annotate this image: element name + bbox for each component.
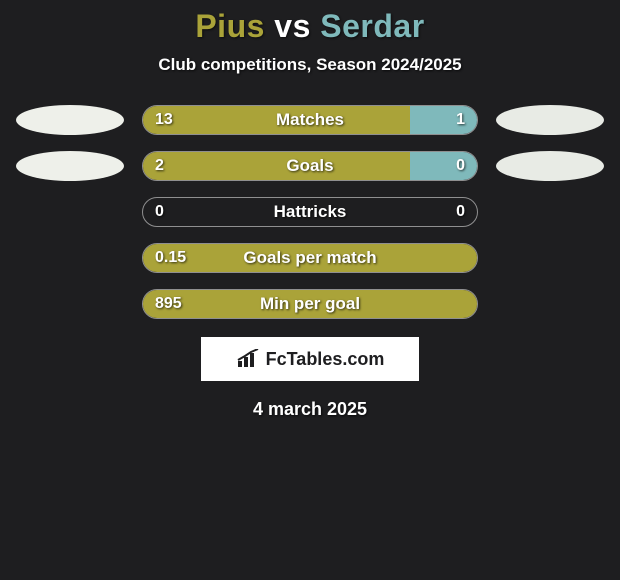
player1-name: Pius: [195, 8, 265, 44]
stat-row: Min per goal895: [0, 289, 620, 319]
player2-badge: [496, 105, 604, 135]
bar-fill-left: [143, 244, 477, 272]
player2-badge: [496, 151, 604, 181]
stats-list: Matches131 Goals20 Hattricks0 0 Goals per ma…: [0, 105, 620, 319]
bar-fill-left: [143, 106, 410, 134]
stat-bar: Matches131: [142, 105, 478, 135]
brand-box[interactable]: FcTables.com: [201, 337, 419, 381]
barchart-icon: [236, 349, 260, 369]
subtitle: Club competitions, Season 2024/2025: [0, 55, 620, 75]
date: 4 march 2025: [0, 399, 620, 420]
page-title: Pius vs Serdar: [0, 8, 620, 45]
brand-text: FcTables.com: [266, 349, 385, 370]
stat-label: Hattricks: [143, 198, 477, 226]
stat-row: Goals20: [0, 151, 620, 181]
comparison-widget: Pius vs Serdar Club competitions, Season…: [0, 0, 620, 420]
stat-bar: Hattricks0 0: [142, 197, 478, 227]
player1-badge: [16, 105, 124, 135]
stat-bar: Goals20: [142, 151, 478, 181]
stat-value-right: 0: [456, 198, 465, 226]
bar-fill-left: [143, 290, 477, 318]
bar-fill-left: [143, 152, 410, 180]
player2-name: Serdar: [320, 8, 424, 44]
title-vs: vs: [274, 8, 311, 44]
bar-fill-right: [410, 106, 477, 134]
stat-row: Hattricks0 0: [0, 197, 620, 227]
player1-badge: [16, 151, 124, 181]
stat-row: Goals per match0.15: [0, 243, 620, 273]
stat-value-left: 0: [155, 198, 164, 226]
stat-row: Matches131: [0, 105, 620, 135]
bar-fill-right: [410, 152, 477, 180]
stat-bar: Goals per match0.15: [142, 243, 478, 273]
stat-bar: Min per goal895: [142, 289, 478, 319]
